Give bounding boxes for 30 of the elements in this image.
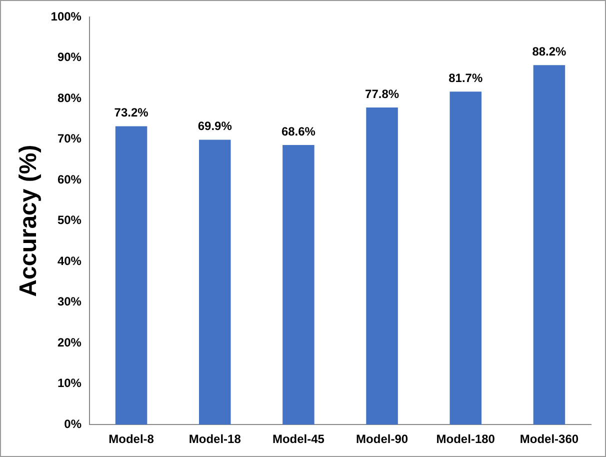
bar bbox=[366, 107, 398, 425]
y-tick-label: 30% bbox=[57, 294, 82, 309]
bar bbox=[115, 126, 148, 425]
y-tick-label: 60% bbox=[57, 172, 82, 186]
y-tick-label: 80% bbox=[57, 90, 82, 105]
bar bbox=[282, 144, 314, 425]
y-tick-label: 0% bbox=[64, 416, 82, 431]
y-tick-label: 70% bbox=[57, 132, 82, 146]
bar bbox=[450, 92, 482, 425]
bar bbox=[533, 65, 566, 425]
y-tick-label: 20% bbox=[57, 335, 82, 350]
y-tick-label: 100% bbox=[50, 9, 82, 24]
data-label: 73.2% bbox=[114, 106, 149, 120]
y-tick-label: 50% bbox=[57, 213, 82, 228]
x-tick-label: Model-45 bbox=[272, 432, 325, 446]
data-label: 68.6% bbox=[281, 124, 316, 138]
data-label: 77.8% bbox=[365, 86, 400, 101]
x-tick-label: Model-8 bbox=[108, 432, 154, 446]
data-label: 69.9% bbox=[198, 119, 232, 133]
y-tick-label: 90% bbox=[57, 50, 82, 64]
x-tick-label: Model-18 bbox=[188, 432, 242, 446]
bar bbox=[198, 140, 231, 425]
x-tick-label: Model-180 bbox=[436, 432, 496, 446]
x-tick-label: Model-360 bbox=[520, 432, 579, 446]
y-tick-label: 10% bbox=[57, 376, 82, 390]
data-label: 81.7% bbox=[448, 70, 483, 85]
y-tick-label: 40% bbox=[57, 254, 82, 268]
x-tick-label: Model-90 bbox=[356, 432, 408, 446]
y-axis-title: Accuracy (%) bbox=[15, 144, 42, 297]
data-label: 88.2% bbox=[532, 44, 567, 58]
